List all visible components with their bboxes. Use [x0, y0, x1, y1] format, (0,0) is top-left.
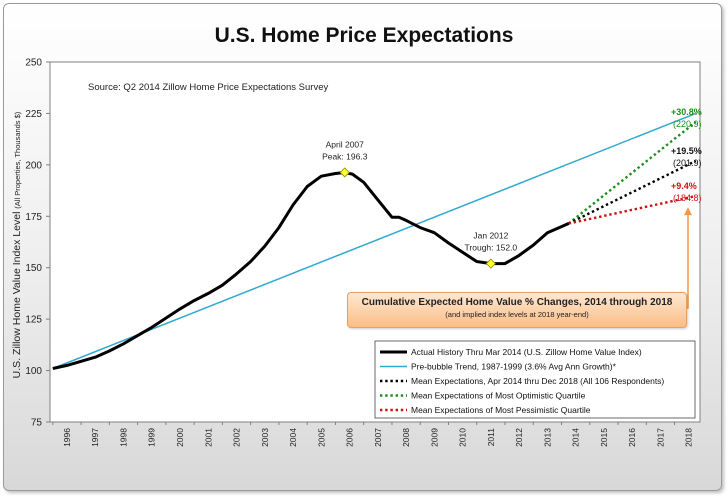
y-tick-label: 200 [25, 160, 42, 171]
end-label-pct: +30.8% [671, 107, 702, 117]
x-tick-label: 2014 [571, 428, 581, 447]
legend-item-optimistic-label: Mean Expectations of Most Optimistic Qua… [411, 391, 586, 401]
y-tick-label: 250 [25, 58, 42, 69]
x-tick-label: 2017 [655, 428, 665, 447]
legend-item-mean-label: Mean Expectations, Apr 2014 thru Dec 201… [411, 376, 664, 386]
x-tick-label: 2012 [514, 428, 524, 447]
y-tick-label: 125 [25, 315, 42, 326]
chart-title: U.S. Home Price Expectations [214, 24, 514, 47]
y-tick-label: 225 [25, 109, 42, 120]
x-tick-label: 1999 [147, 428, 157, 447]
y-axis-label: U.S. Zillow Home Value Index Level (All … [11, 111, 23, 378]
x-tick-label: 1998 [118, 428, 128, 447]
legend-item-actual-label: Actual History Thru Mar 2014 (U.S. Zillo… [411, 347, 642, 357]
x-tick-label: 2001 [203, 428, 213, 447]
x-tick-label: 2002 [232, 428, 242, 447]
series-actual-history [52, 171, 570, 370]
end-label-pct: +19.5% [671, 146, 702, 156]
y-axis-label-main: U.S. Zillow Home Value Index Level [11, 209, 23, 379]
y-tick-label: 175 [25, 212, 42, 223]
end-label-pct: +9.4% [671, 181, 697, 191]
peak-label-value: Peak: 196.3 [322, 151, 368, 161]
x-tick-label: 2010 [458, 428, 468, 447]
x-tick-label: 2000 [175, 428, 185, 447]
peak-marker [339, 167, 350, 178]
callout-box: Cumulative Expected Home Value % Changes… [347, 292, 687, 328]
x-tick-label: 2013 [542, 428, 552, 447]
x-tick-label: 1997 [90, 428, 100, 447]
x-tick-label: 1996 [62, 428, 72, 447]
series-prebubble-trend [52, 112, 697, 370]
series-optimistic-quartile [567, 120, 697, 225]
y-axis-label-sub: (All Properties, Thousands $) [13, 111, 22, 208]
x-tick-label: 2004 [288, 428, 298, 447]
end-label-value: (220.9) [673, 119, 702, 129]
x-tick-label: 2006 [345, 428, 355, 447]
x-tick-label: 2008 [401, 428, 411, 447]
callout-title: Cumulative Expected Home Value % Changes… [361, 297, 673, 308]
end-label-value: (201.9) [673, 158, 702, 168]
y-tick-label: 150 [25, 263, 42, 274]
x-tick-label: 2016 [627, 428, 637, 447]
x-tick-label: 2009 [429, 428, 439, 447]
x-tick-label: 2007 [373, 428, 383, 447]
callout-arrowhead [684, 207, 692, 216]
source-note: Source: Q2 2014 Zillow Home Price Expect… [88, 82, 328, 93]
series-pessimistic-quartile [568, 194, 697, 225]
trough-label-date: Jan 2012 [473, 231, 508, 241]
x-tick-label: 2015 [599, 428, 609, 447]
x-tick-label: 2003 [260, 428, 270, 447]
callout-subtitle: (and implied index levels at 2018 year-e… [445, 310, 589, 319]
y-tick-label: 75 [31, 418, 43, 429]
legend-box [374, 340, 696, 419]
legend-item-pessimistic-label: Mean Expectations of Most Pessimistic Qu… [411, 405, 591, 415]
x-tick-label: 2018 [684, 428, 694, 447]
trough-label-value: Trough: 152.0 [465, 243, 518, 253]
end-label-value: (184.8) [673, 193, 702, 203]
legend-item-trend-label: Pre-bubble Trend, 1987-1999 (3.6% Avg An… [411, 362, 617, 372]
peak-label-date: April 2007 [326, 139, 365, 149]
trough-marker [485, 258, 496, 269]
x-tick-label: 2005 [316, 428, 326, 447]
y-tick-label: 100 [25, 366, 42, 377]
x-tick-label: 2011 [486, 428, 496, 447]
